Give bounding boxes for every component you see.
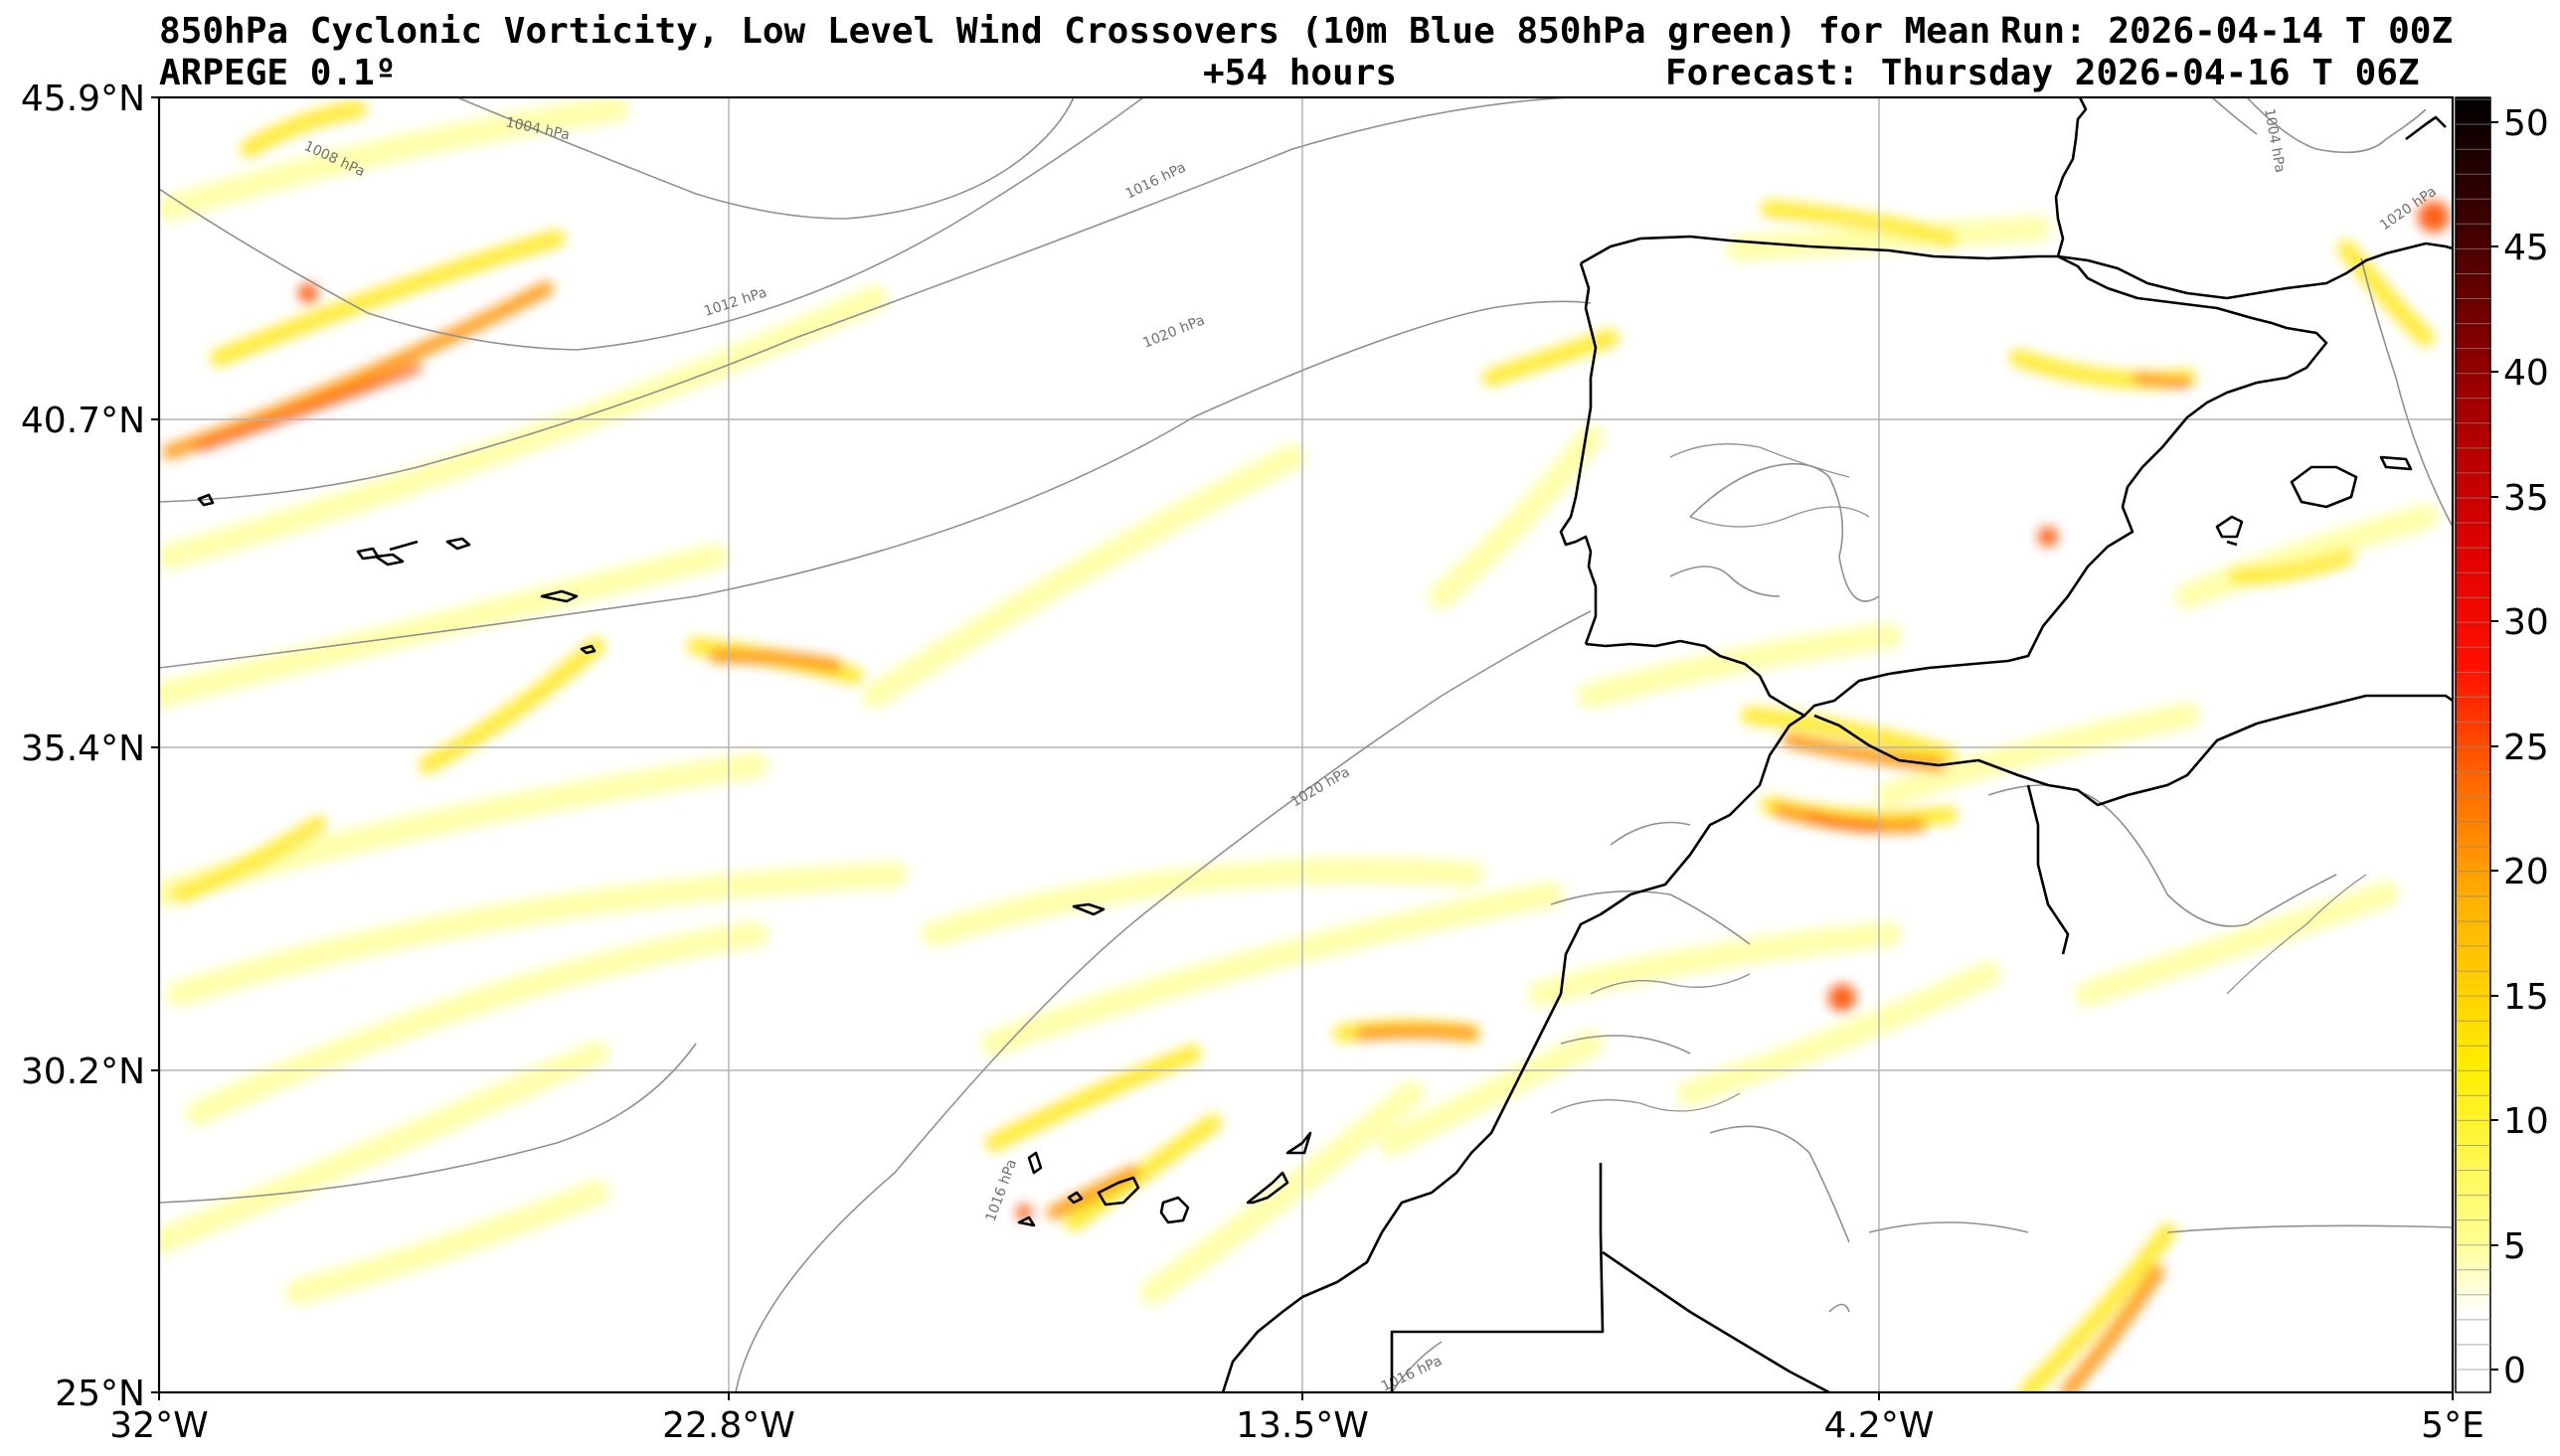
colorbar-label: 15 (2503, 977, 2549, 1018)
colorbar-divisions (2456, 98, 2490, 1371)
canary-fuerteventura (1246, 1171, 1289, 1205)
mallorca (2290, 465, 2358, 509)
western-sahara-border (1390, 1163, 1605, 1392)
lon-label: 4.2°W (1824, 1405, 1935, 1446)
azores-7 (580, 644, 597, 655)
isobars (159, 97, 2453, 1392)
lon-label: 32°W (109, 1405, 208, 1446)
axis-ticks (151, 96, 2454, 1400)
map-frame (157, 95, 2455, 1394)
mauritania-border (1602, 1250, 1830, 1392)
azores-3 (374, 553, 405, 566)
isobar-label: 1020 hPa (1141, 312, 1208, 351)
lat-label: 30.2°N (21, 1052, 145, 1092)
isobar-label: 1016 hPa (983, 1157, 1020, 1223)
forecast-time-label: Forecast: Thursday 2026-04-16 T 06Z (1665, 53, 2420, 93)
portugal-coast (1559, 262, 1598, 645)
ibiza (2215, 515, 2244, 539)
canary-lanzarote (1285, 1131, 1312, 1155)
canary-gran-canaria (1159, 1196, 1190, 1224)
colorbar-label: 20 (2503, 852, 2549, 892)
colorbar-ticks (2490, 121, 2498, 1371)
azores-4 (389, 540, 419, 552)
canary-hierro (1017, 1215, 1036, 1227)
formentera (2226, 540, 2238, 547)
isobar-labels: 1004 hPa 1008 hPa 1012 hPa 1016 hPa 1020… (301, 107, 2440, 1395)
map-title: 850hPa Cyclonic Vorticity, Low Level Win… (159, 11, 1991, 52)
colorbar-label: 50 (2503, 103, 2549, 144)
isobar-label: 1012 hPa (702, 284, 768, 319)
north-africa-med-coast (1813, 694, 2453, 807)
azores-6 (540, 589, 579, 603)
colorbar-label: 10 (2503, 1101, 2549, 1142)
colorbar-label: 5 (2503, 1226, 2526, 1267)
latitude-labels: 45.9°N 40.7°N 35.4°N 30.2°N 25°N (21, 79, 145, 1414)
lead-time-label: +54 hours (1203, 53, 1398, 93)
france-med-coast (2057, 242, 2453, 300)
colorbar-label: 40 (2503, 353, 2549, 394)
lon-label: 22.8°W (662, 1405, 795, 1446)
azores-1 (197, 493, 215, 507)
isobar-label: 1020 hPa (1288, 764, 1353, 811)
lat-label: 40.7°N (21, 401, 145, 441)
lon-label: 13.5°W (1236, 1405, 1369, 1446)
vorticity-field: 1004 hPa 1008 hPa 1012 hPa 1016 hPa 1020… (159, 97, 2453, 1395)
isobar-label: 1004 hPa (2261, 107, 2288, 174)
lat-label: 35.4°N (21, 728, 145, 769)
graticule (159, 97, 2453, 1392)
corsica (2405, 115, 2447, 141)
madeira (1072, 902, 1106, 916)
inland-outlines (1550, 443, 2367, 1114)
colorbar-scale (2455, 96, 2491, 1393)
lon-label: 5°E (2421, 1405, 2484, 1446)
colorbar-label: 0 (2503, 1351, 2526, 1391)
run-time-label: Run: 2026-04-14 T 00Z (2000, 11, 2454, 52)
lat-label: 45.9°N (21, 79, 145, 119)
algeria-morocco-border (2026, 784, 2070, 955)
colorbar-label: 45 (2503, 228, 2549, 268)
africa-coast (1221, 714, 1805, 1392)
model-label: ARPEGE 0.1º (159, 53, 397, 93)
colorbar-label: 35 (2503, 478, 2549, 519)
longitude-labels: 32°W 22.8°W 13.5°W 4.2°W 5°E (109, 1405, 2484, 1446)
azores-5 (445, 537, 471, 551)
lat-label: 25°N (55, 1374, 145, 1414)
france-coast (2054, 97, 2088, 257)
colorbar-label: 25 (2503, 728, 2549, 768)
iberian-peninsula-coast (1580, 235, 2328, 718)
isobar-label: 1016 hPa (1123, 160, 1189, 203)
canary-tenerife (1097, 1176, 1140, 1207)
canary-la-palma (1027, 1151, 1043, 1175)
menorca (2379, 455, 2413, 471)
colorbar-label: 30 (2503, 602, 2549, 643)
isobar-label: 1016 hPa (1379, 1354, 1445, 1395)
colorbar-labels: 50 45 40 35 30 25 20 15 10 5 0 (2503, 103, 2549, 1391)
canary-gomera (1067, 1191, 1084, 1205)
colorbar: 50 45 40 35 30 25 20 15 10 5 0 (2455, 96, 2549, 1393)
coastlines (197, 97, 2453, 1392)
